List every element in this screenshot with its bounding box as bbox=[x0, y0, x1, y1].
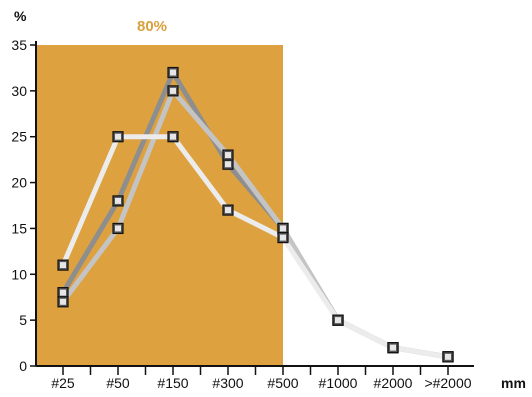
data-point bbox=[57, 259, 69, 271]
data-point bbox=[167, 66, 179, 79]
data-point bbox=[387, 342, 399, 354]
data-point bbox=[112, 131, 124, 143]
data-point bbox=[277, 222, 289, 235]
y-axis-unit: % bbox=[14, 8, 27, 24]
x-tick-label: #50 bbox=[106, 375, 130, 391]
data-point bbox=[112, 222, 124, 235]
y-tick-label: 10 bbox=[11, 266, 27, 282]
x-axis-unit: mm bbox=[501, 375, 526, 391]
highlight-region bbox=[36, 45, 283, 366]
data-point bbox=[222, 149, 234, 161]
series-layer bbox=[57, 66, 454, 363]
x-tick-label: #2000 bbox=[374, 375, 413, 391]
data-point bbox=[57, 296, 69, 308]
data-point bbox=[112, 195, 124, 207]
y-tick-label: 35 bbox=[11, 37, 27, 53]
x-tick-label: #1000 bbox=[319, 375, 358, 391]
y-tick-label: 30 bbox=[11, 83, 27, 99]
x-tick-label: #300 bbox=[212, 375, 243, 391]
data-point bbox=[57, 287, 69, 299]
data-point bbox=[222, 204, 234, 216]
y-tick-label: 5 bbox=[19, 312, 27, 328]
highlight-label: 80% bbox=[137, 18, 167, 35]
axes: 0 5 10 15 20 25 30 35 #25 #50 #150 #300 #500 #1000 #20… bbox=[11, 37, 474, 391]
y-tick-label: 0 bbox=[19, 358, 27, 374]
x-tick-label: #500 bbox=[267, 375, 298, 391]
x-tick-label: >#2000 bbox=[424, 375, 471, 391]
series-line-3 bbox=[60, 134, 451, 360]
x-tick-label: #25 bbox=[51, 375, 75, 391]
data-point bbox=[332, 314, 344, 326]
data-point bbox=[442, 351, 454, 363]
data-point bbox=[167, 131, 179, 143]
y-tick-label: 25 bbox=[11, 129, 27, 145]
data-point bbox=[222, 158, 234, 170]
y-tick-label: 20 bbox=[11, 175, 27, 191]
data-point bbox=[167, 85, 179, 97]
y-tick-label: 15 bbox=[11, 220, 27, 236]
x-tick-label: #150 bbox=[157, 375, 188, 391]
data-point bbox=[277, 232, 289, 244]
